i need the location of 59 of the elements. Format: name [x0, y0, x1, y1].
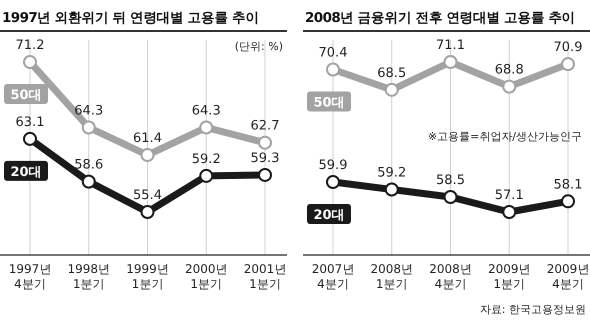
point: [199, 120, 214, 135]
data-label: 58.1: [554, 177, 582, 192]
point: [561, 194, 575, 208]
data-label: 55.4: [133, 188, 162, 203]
point: [384, 182, 399, 196]
annotation: ※고용률=취업자/생산가능인구: [428, 130, 582, 143]
x-tick-label: 2001년 1분기: [244, 262, 286, 291]
data-label: 70.9: [554, 40, 582, 56]
point: [502, 80, 516, 94]
data-label: 59.9: [318, 158, 348, 173]
data-label: 70.4: [318, 46, 348, 60]
chart-title: 2008년 금융위기 전후 연령대별 고용률 추이: [305, 10, 576, 26]
x-tick-label: 2009년 1분기: [488, 262, 531, 291]
point: [502, 205, 516, 219]
data-label: 59.2: [377, 166, 406, 180]
x-tick-label: 2008년 4분기: [429, 262, 472, 291]
data-label: 63.1: [16, 114, 44, 130]
data-label: 62.7: [250, 118, 280, 134]
data-label: 71.2: [16, 38, 44, 53]
text: 자료: 한국고용정보원: [480, 303, 586, 316]
x-tick-label: 2009년 4분기: [546, 262, 590, 291]
data-label: 59.3: [250, 150, 280, 166]
data-label: 57.1: [494, 188, 524, 203]
point: [258, 168, 272, 182]
x-tick-label: 1997년 4분기: [8, 262, 52, 291]
data-label: 59.2: [192, 152, 221, 167]
series-label: 50대: [313, 96, 345, 110]
point: [326, 62, 340, 76]
point: [326, 175, 340, 189]
series-label: 20대: [10, 164, 42, 180]
x-tick-label: 2007년 4분기: [312, 262, 354, 291]
point: [140, 205, 154, 219]
point: [384, 82, 399, 97]
point: [140, 148, 154, 162]
data-label: 64.3: [192, 104, 221, 119]
point: [444, 190, 458, 204]
point: [23, 55, 37, 69]
data-label: 68.8: [494, 62, 524, 78]
data-label: 58.6: [74, 158, 104, 173]
text: (단위: %): [234, 40, 283, 53]
x-tick-label: 1999년 1분기: [126, 262, 169, 291]
data-label: 58.5: [436, 173, 465, 188]
point: [258, 136, 272, 150]
x-tick-label: 2000년 1분기: [184, 262, 228, 291]
point: [199, 168, 214, 183]
chart-title: 1997년 외환위기 뒤 연령대별 고용률 추이: [2, 10, 259, 26]
point: [82, 120, 96, 135]
series-label: 50대: [10, 88, 42, 103]
x-tick-label: 2008년 1분기: [370, 262, 414, 291]
data-label: 68.5: [377, 66, 406, 81]
point: [561, 57, 575, 72]
point: [444, 55, 458, 69]
data-label: 61.4: [133, 131, 162, 146]
x-tick-label: 1998년 1분기: [67, 262, 110, 291]
data-label: 64.3: [74, 104, 104, 119]
point: [82, 174, 96, 189]
data-label: 71.1: [436, 38, 465, 53]
series-label: 20대: [313, 208, 345, 223]
point: [23, 132, 37, 146]
